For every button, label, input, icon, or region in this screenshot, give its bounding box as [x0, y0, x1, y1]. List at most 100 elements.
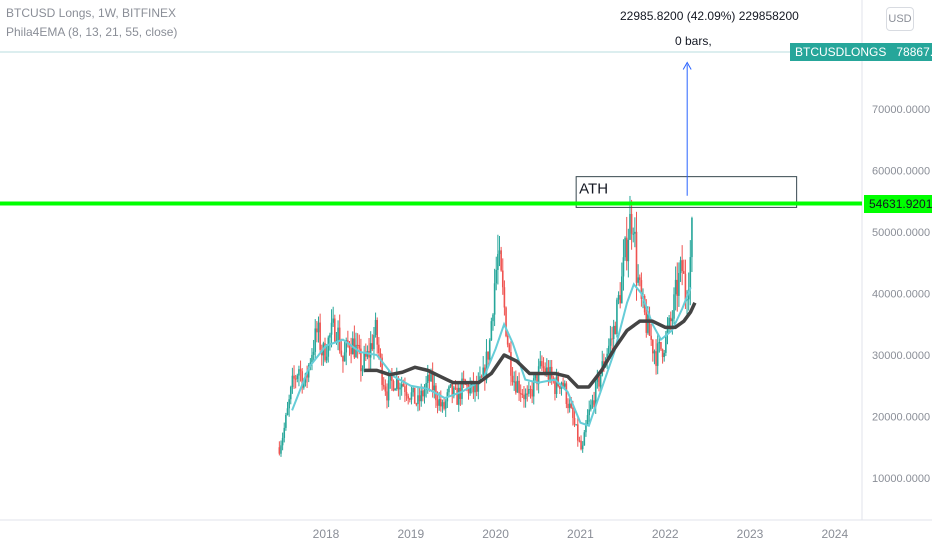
candle-body — [466, 384, 468, 386]
candle-body — [493, 283, 496, 315]
candle-body — [355, 344, 357, 358]
ema-fast-line — [291, 282, 692, 428]
candle-body — [521, 393, 524, 395]
candle-body — [311, 354, 313, 363]
candle-body — [488, 340, 491, 360]
candle-body — [392, 380, 395, 391]
candle-body — [436, 400, 439, 406]
candle-body — [539, 361, 542, 367]
candle-body — [293, 375, 295, 379]
candle-body — [513, 381, 515, 383]
candle-body — [563, 383, 566, 387]
candle-body — [658, 341, 661, 344]
measure-bars-text: 0 bars, — [675, 34, 712, 48]
candle-body — [472, 381, 475, 393]
candle-body — [395, 378, 398, 389]
candle-body — [619, 295, 621, 304]
candle-body — [329, 334, 331, 338]
symbol-legend[interactable]: BTCUSD Longs, 1W, BITFINEX — [6, 6, 177, 20]
candle-body — [497, 254, 499, 270]
candle-body — [655, 351, 657, 366]
candle-body — [485, 351, 488, 381]
candle-body — [665, 334, 667, 353]
candle-body — [559, 386, 561, 389]
currency-button[interactable]: USD — [886, 7, 914, 31]
measure-change-text: 22985.8200 (42.09%) 229858200 — [620, 9, 799, 23]
candle-body — [280, 445, 282, 454]
candle-body — [678, 272, 680, 296]
indicator-legend[interactable]: Phila4EMA (8, 13, 21, 55, close) — [6, 25, 178, 39]
candle-body — [691, 217, 693, 258]
candle-body — [482, 367, 485, 377]
candle-body — [405, 392, 408, 396]
candle-body — [531, 389, 533, 397]
x-tick-label: 2020 — [482, 527, 509, 541]
candle-body — [317, 322, 320, 333]
candle-body — [309, 362, 312, 366]
candle-body — [480, 376, 483, 378]
ticker-label: BTCUSDLONGS — [795, 45, 887, 59]
candle-body — [338, 327, 341, 351]
candle-body — [454, 387, 457, 389]
time-axis: 2018 2019 2020 2021 2022 2023 2024 — [313, 527, 849, 541]
candle-body — [663, 352, 666, 358]
candle-body — [614, 325, 617, 335]
candle-body — [474, 384, 476, 393]
y-tick-label: 50000.0000 — [872, 227, 930, 239]
candle-body — [296, 375, 299, 379]
candle-body — [418, 395, 421, 402]
candle-body — [578, 440, 581, 442]
x-tick-label: 2021 — [567, 527, 594, 541]
candle-body — [575, 424, 577, 426]
candle-body — [431, 372, 434, 391]
candle-body — [573, 417, 576, 425]
measure-arrow[interactable] — [682, 61, 692, 196]
candle-body — [363, 353, 365, 369]
ticker-price-tag: BTCUSDLONGS 78867.0668 — [790, 43, 932, 61]
candle-body — [340, 350, 343, 356]
candle-body — [299, 369, 302, 372]
candle-body — [364, 353, 367, 357]
candle-body — [653, 351, 656, 354]
y-tick-label: 70000.0000 — [872, 104, 930, 116]
candle-body — [686, 299, 688, 301]
candle-body — [422, 390, 424, 397]
candle-body — [515, 381, 517, 393]
candle-body — [420, 390, 423, 402]
candle-body — [400, 384, 403, 388]
candle-body — [382, 384, 385, 387]
candle-body — [428, 374, 431, 382]
candle-body — [661, 349, 664, 358]
candle-body — [674, 279, 677, 295]
candle-body — [425, 382, 427, 390]
candle-body — [461, 378, 463, 399]
candle-body — [500, 250, 502, 271]
candle-body — [554, 381, 556, 394]
candle-body — [345, 340, 348, 353]
candle-body — [650, 335, 652, 340]
candle-body — [568, 403, 571, 409]
candle-body — [583, 432, 586, 446]
candle-body — [557, 376, 560, 387]
candle-body — [503, 287, 506, 308]
candle-body — [448, 386, 450, 393]
candle-body — [449, 383, 452, 387]
y-tick-label: 30000.0000 — [872, 350, 930, 362]
candle-body — [387, 380, 390, 401]
candle-body — [682, 271, 685, 274]
candle-body — [417, 395, 419, 405]
candle-body — [529, 388, 532, 390]
ath-rectangle[interactable] — [575, 176, 798, 208]
candle-body — [399, 387, 401, 390]
candle-body — [580, 440, 582, 450]
x-tick-label: 2023 — [737, 527, 764, 541]
candle-body — [360, 348, 362, 372]
candle-body — [397, 378, 400, 390]
candle-body — [379, 353, 382, 358]
candle-body — [342, 355, 344, 362]
candle-body — [301, 371, 303, 388]
candle-body — [629, 213, 631, 240]
candle-body — [358, 345, 361, 349]
candle-body — [389, 376, 392, 381]
